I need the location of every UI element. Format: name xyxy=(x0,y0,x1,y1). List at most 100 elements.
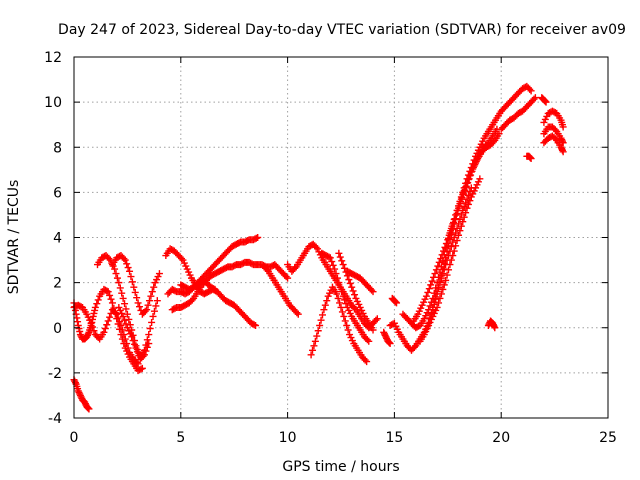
data-point xyxy=(137,365,145,373)
data-point xyxy=(346,279,354,287)
data-point xyxy=(325,253,333,261)
data-point xyxy=(152,302,160,310)
data-point xyxy=(361,356,369,364)
data-point xyxy=(128,278,136,286)
data-point xyxy=(426,314,434,322)
data-point xyxy=(427,281,435,289)
data-point xyxy=(464,179,472,187)
data-point xyxy=(149,312,157,320)
data-point xyxy=(254,234,262,241)
data-point xyxy=(250,321,258,329)
data-point xyxy=(106,313,114,321)
data-point xyxy=(211,285,219,293)
data-point xyxy=(128,333,136,341)
data-point xyxy=(150,283,158,291)
data-point xyxy=(437,255,445,263)
data-point xyxy=(85,405,93,413)
data-point xyxy=(338,257,346,265)
data-point xyxy=(138,364,146,372)
data-point xyxy=(111,309,119,317)
data-point xyxy=(432,293,440,301)
data-point xyxy=(447,227,455,235)
y-tick-label: 6 xyxy=(53,185,62,201)
data-point xyxy=(489,138,497,146)
data-point xyxy=(178,255,186,263)
data-point xyxy=(342,300,350,308)
data-point xyxy=(450,234,458,241)
data-point xyxy=(526,154,534,162)
data-point xyxy=(459,190,467,198)
data-point xyxy=(119,312,127,320)
data-point xyxy=(117,321,125,329)
data-point xyxy=(453,224,461,232)
data-point xyxy=(440,247,448,255)
data-point xyxy=(445,266,453,274)
y-tick-label: -2 xyxy=(48,366,62,382)
data-point xyxy=(91,303,99,311)
data-point xyxy=(313,332,321,340)
data-point xyxy=(425,285,433,293)
y-tick-label: 10 xyxy=(44,95,62,111)
data-point xyxy=(437,290,445,298)
data-point xyxy=(435,283,443,291)
data-point xyxy=(431,270,439,278)
data-point xyxy=(316,321,324,329)
data-point xyxy=(84,404,92,412)
data-point xyxy=(263,266,271,274)
y-tick-label: -4 xyxy=(48,411,62,427)
data-point xyxy=(113,310,121,318)
data-point xyxy=(124,264,132,272)
data-point xyxy=(139,352,147,360)
data-point xyxy=(188,296,196,304)
data-point xyxy=(332,270,340,278)
data-point xyxy=(434,262,442,270)
series-seg-15 xyxy=(335,249,377,334)
data-point xyxy=(335,249,343,257)
data-point xyxy=(531,94,539,102)
data-point xyxy=(435,258,443,266)
data-point xyxy=(441,243,449,251)
data-point xyxy=(373,315,381,323)
y-tick-label: 2 xyxy=(53,276,62,292)
data-point xyxy=(104,317,112,325)
data-point xyxy=(465,175,473,183)
data-point xyxy=(430,298,438,306)
data-point xyxy=(449,218,457,226)
data-point xyxy=(341,317,349,325)
data-point xyxy=(326,254,334,262)
data-point xyxy=(317,316,325,324)
data-point xyxy=(333,290,341,298)
data-point xyxy=(321,301,329,309)
data-point xyxy=(105,255,113,263)
series-seg-23 xyxy=(425,184,475,327)
data-point xyxy=(131,340,139,348)
data-point xyxy=(84,403,92,411)
data-point xyxy=(341,296,349,304)
data-point xyxy=(462,182,470,190)
data-point xyxy=(130,283,138,291)
data-point xyxy=(140,351,148,359)
data-point xyxy=(436,279,444,287)
data-point xyxy=(385,338,393,346)
series-seg-21 xyxy=(410,130,503,325)
data-point xyxy=(432,266,440,274)
data-point xyxy=(210,285,218,293)
data-point xyxy=(121,256,129,264)
data-point xyxy=(365,337,373,345)
data-point xyxy=(363,358,371,366)
y-tick-labels: -4 -2 0 2 4 6 8 10 12 xyxy=(44,50,62,427)
data-point xyxy=(112,270,120,278)
data-point xyxy=(457,211,465,219)
data-point xyxy=(428,277,436,285)
data-point xyxy=(126,267,134,275)
data-point xyxy=(312,243,320,251)
data-point xyxy=(101,325,109,333)
x-tick-label: 15 xyxy=(385,430,403,446)
data-point xyxy=(293,309,301,317)
data-point xyxy=(144,301,152,309)
data-point xyxy=(476,175,484,183)
data-point xyxy=(452,242,460,250)
data-point xyxy=(422,292,430,300)
series-seg-30 xyxy=(540,132,567,156)
